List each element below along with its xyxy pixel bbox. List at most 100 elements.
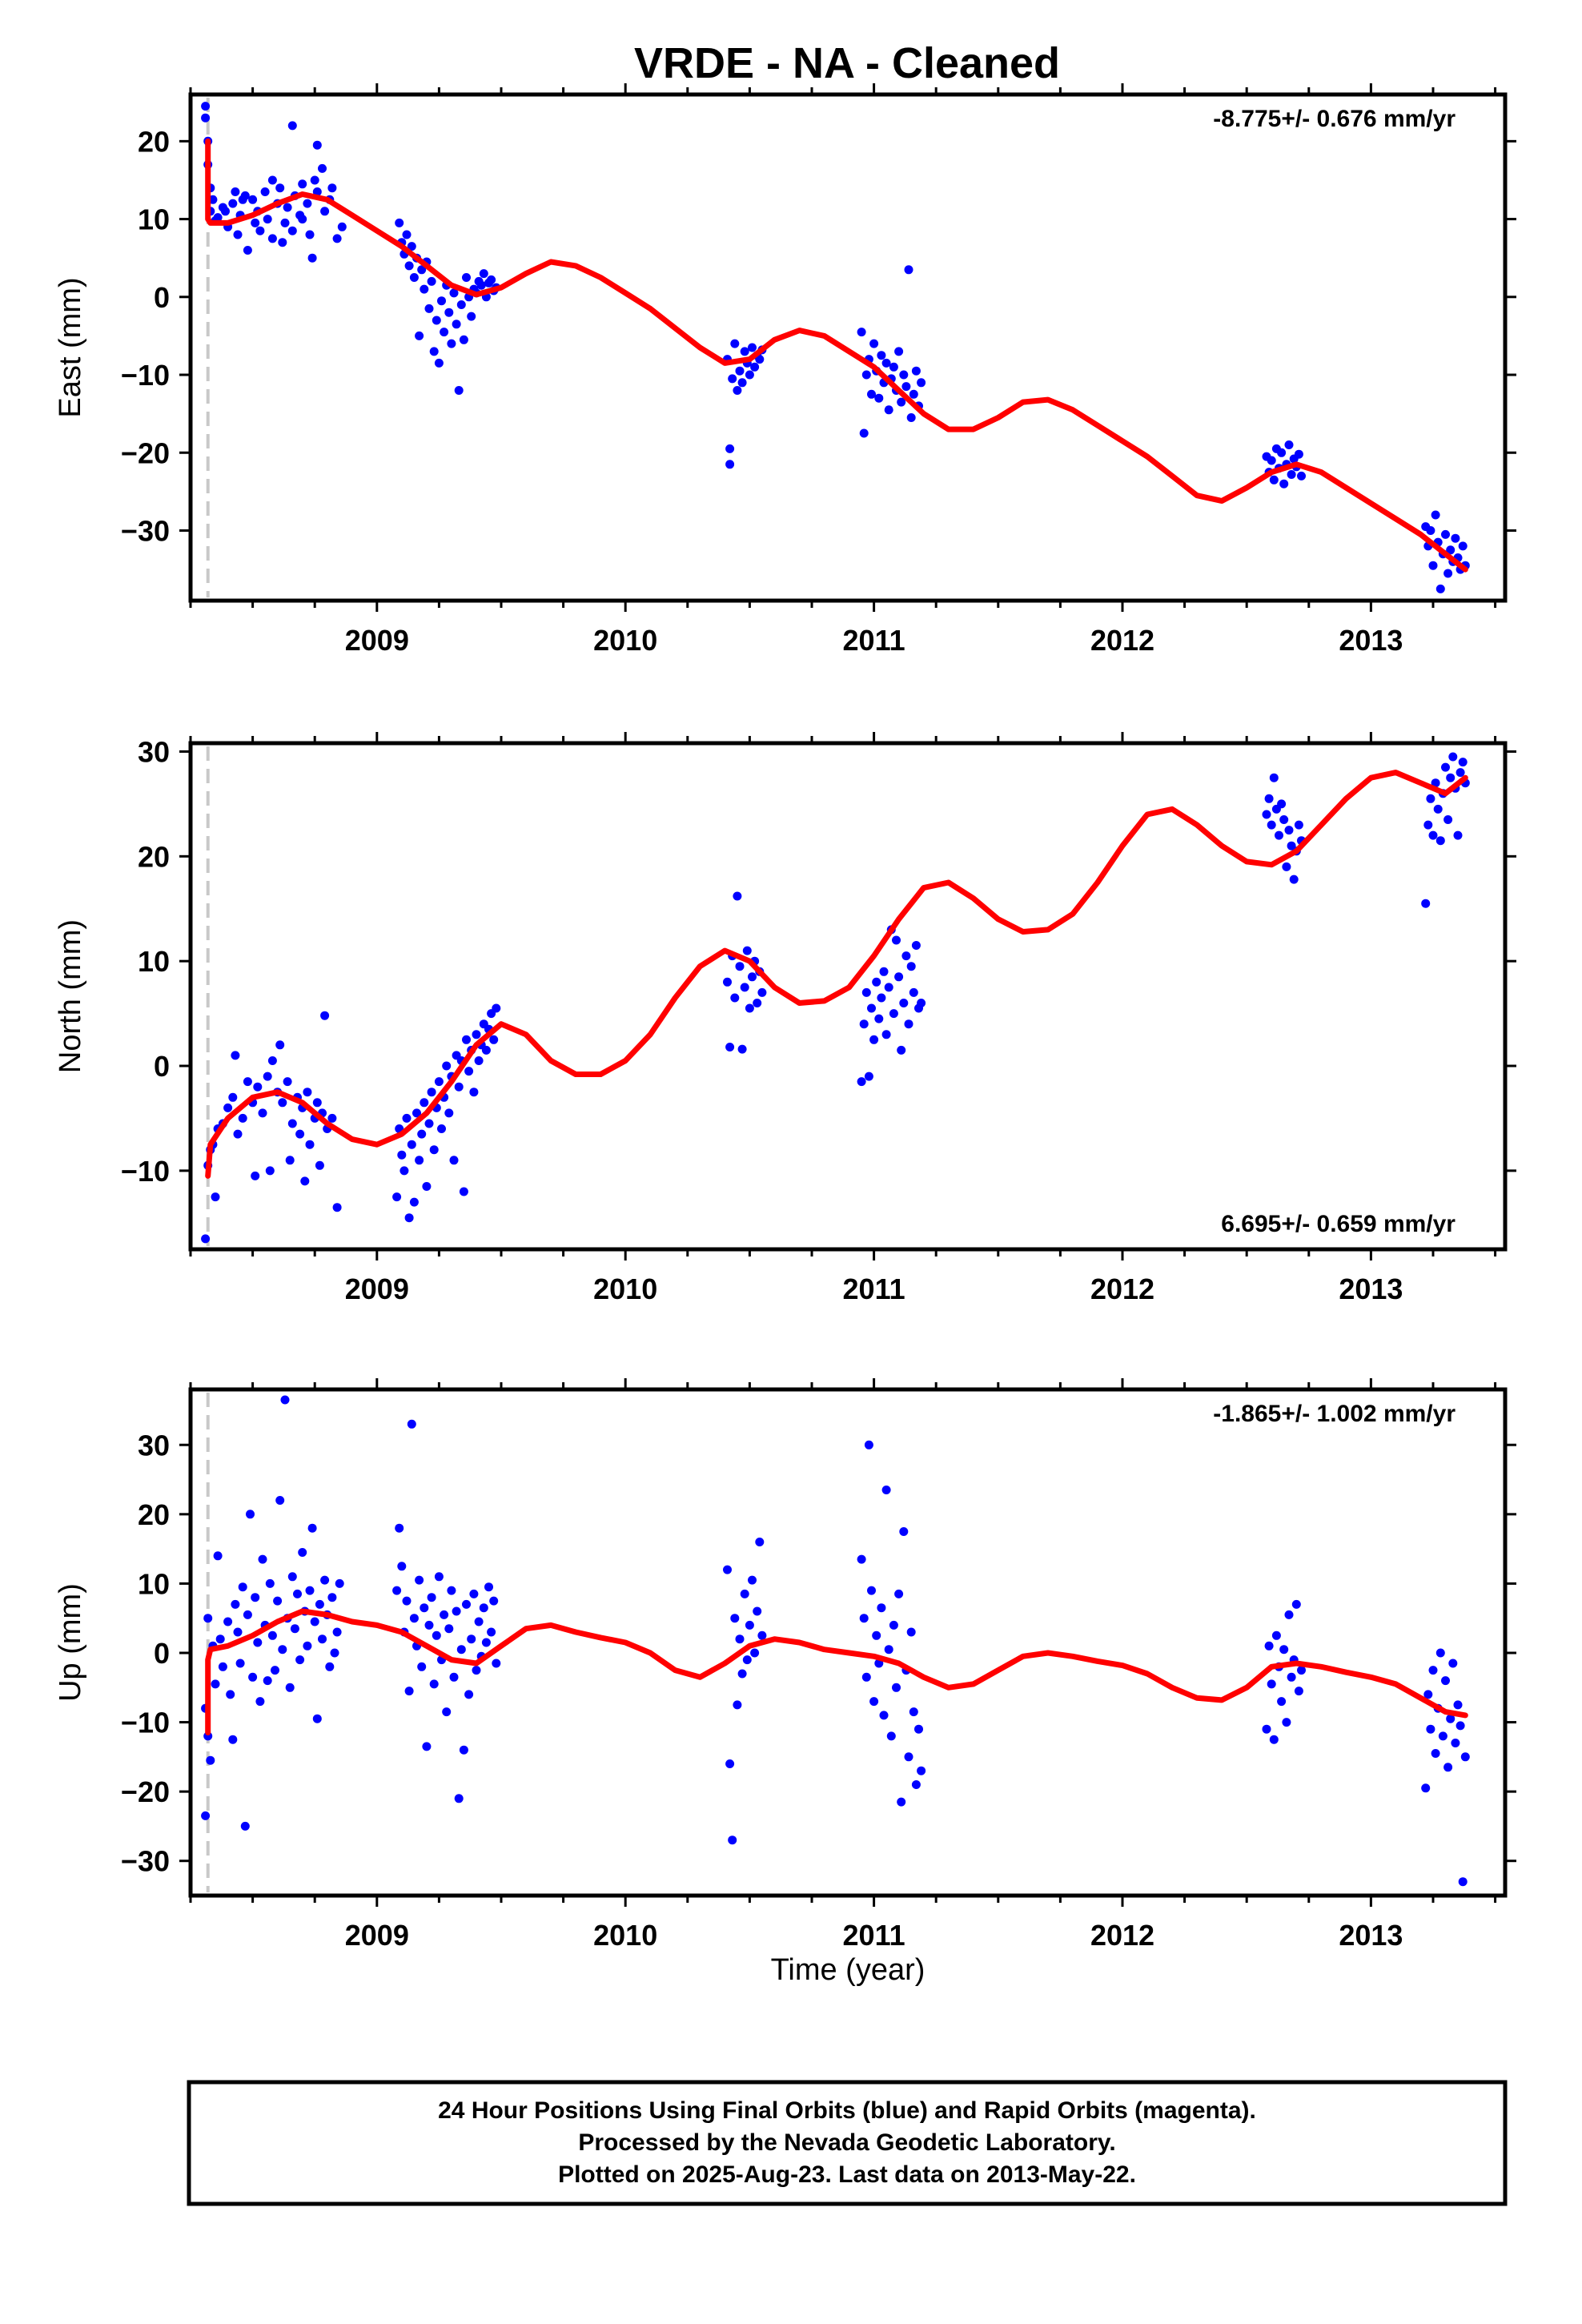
y-tick-label: 20 — [138, 840, 170, 873]
x-tick-label: 2011 — [843, 624, 905, 657]
data-point — [456, 300, 466, 309]
y-tick-label: 10 — [138, 1567, 170, 1600]
data-point — [886, 1731, 896, 1741]
data-point — [889, 1009, 898, 1019]
data-point — [1264, 794, 1274, 803]
data-point — [312, 140, 322, 150]
data-point — [1453, 1700, 1463, 1710]
data-point — [442, 1707, 452, 1717]
data-point — [447, 339, 456, 348]
data-point — [750, 1648, 760, 1658]
data-point — [1438, 1731, 1447, 1741]
data-point — [906, 1627, 916, 1637]
data-point — [407, 1140, 416, 1149]
fit-line — [205, 138, 1468, 573]
data-point — [456, 1645, 466, 1655]
data-point — [248, 195, 258, 204]
data-point — [201, 113, 211, 123]
data-point — [226, 1690, 235, 1699]
data-point — [267, 1630, 277, 1640]
data-point — [238, 195, 247, 204]
data-point — [1448, 1659, 1458, 1668]
data-point — [1269, 475, 1279, 485]
data-point — [1458, 1877, 1468, 1887]
data-point — [400, 1166, 409, 1176]
y-tick-label: 10 — [138, 945, 170, 978]
data-point — [748, 972, 757, 982]
data-point — [1423, 820, 1433, 830]
data-point — [917, 378, 926, 388]
data-point — [753, 999, 762, 1007]
data-point — [872, 1630, 881, 1640]
data-point — [434, 1077, 444, 1087]
data-point — [892, 1683, 901, 1692]
data-point — [884, 405, 893, 415]
data-point — [1297, 471, 1306, 480]
data-point — [251, 1593, 260, 1602]
data-point — [1435, 1648, 1445, 1658]
data-point — [318, 163, 327, 173]
data-point — [904, 1752, 913, 1762]
data-point — [757, 987, 767, 997]
data-point — [278, 1098, 287, 1108]
x-tick-label: 2009 — [345, 1919, 409, 1952]
data-point — [911, 941, 921, 950]
y-tick-label: 20 — [138, 1498, 170, 1531]
data-point — [1428, 830, 1438, 840]
data-point — [320, 1575, 330, 1585]
data-point — [201, 102, 211, 111]
data-point — [267, 1056, 277, 1065]
data-point — [437, 296, 446, 306]
data-point — [1275, 830, 1283, 840]
y-tick-label: −10 — [121, 359, 170, 392]
data-point — [901, 382, 911, 392]
data-point — [407, 242, 416, 251]
data-point — [867, 1586, 876, 1595]
data-point — [258, 1554, 267, 1564]
data-point — [1294, 820, 1303, 830]
data-point — [1446, 545, 1456, 555]
data-point — [434, 358, 444, 368]
data-point — [335, 1578, 344, 1588]
y-tick-label: −20 — [121, 436, 170, 469]
data-point — [1277, 448, 1287, 457]
data-point — [1291, 1599, 1301, 1609]
fit-line — [205, 1608, 1468, 1735]
data-point — [442, 1061, 452, 1071]
data-point — [1446, 773, 1456, 782]
footer-line-2: Processed by the Nevada Geodetic Laborat… — [578, 2129, 1115, 2156]
data-point — [417, 1129, 427, 1139]
data-point — [464, 1067, 474, 1076]
data-point — [432, 1630, 441, 1640]
data-point — [228, 1735, 238, 1744]
data-point — [1460, 1752, 1470, 1762]
data-point — [745, 370, 754, 380]
data-point — [904, 1019, 913, 1029]
data-point — [271, 1666, 279, 1675]
data-point — [327, 1593, 337, 1602]
y-tick-label: 30 — [138, 735, 170, 768]
data-point — [235, 1659, 245, 1668]
data-point — [725, 1043, 735, 1051]
data-point — [287, 226, 297, 235]
data-point — [917, 999, 926, 1007]
data-point — [454, 386, 464, 395]
data-point — [454, 1082, 464, 1092]
data-point — [487, 275, 496, 284]
data-point — [740, 347, 749, 356]
data-point — [472, 1030, 481, 1039]
data-point — [753, 1606, 762, 1616]
data-point — [251, 1171, 260, 1180]
data-point — [492, 1003, 501, 1013]
data-point — [904, 265, 913, 275]
data-point — [427, 1593, 436, 1602]
data-point — [1426, 1724, 1435, 1734]
figure-title: VRDE - NA - Cleaned — [634, 39, 1060, 87]
data-point — [420, 284, 429, 294]
data-point — [280, 218, 290, 227]
data-point — [447, 1586, 456, 1595]
data-point — [861, 987, 871, 997]
data-point — [484, 1582, 493, 1592]
data-point — [462, 1599, 471, 1609]
data-point — [315, 1160, 324, 1170]
